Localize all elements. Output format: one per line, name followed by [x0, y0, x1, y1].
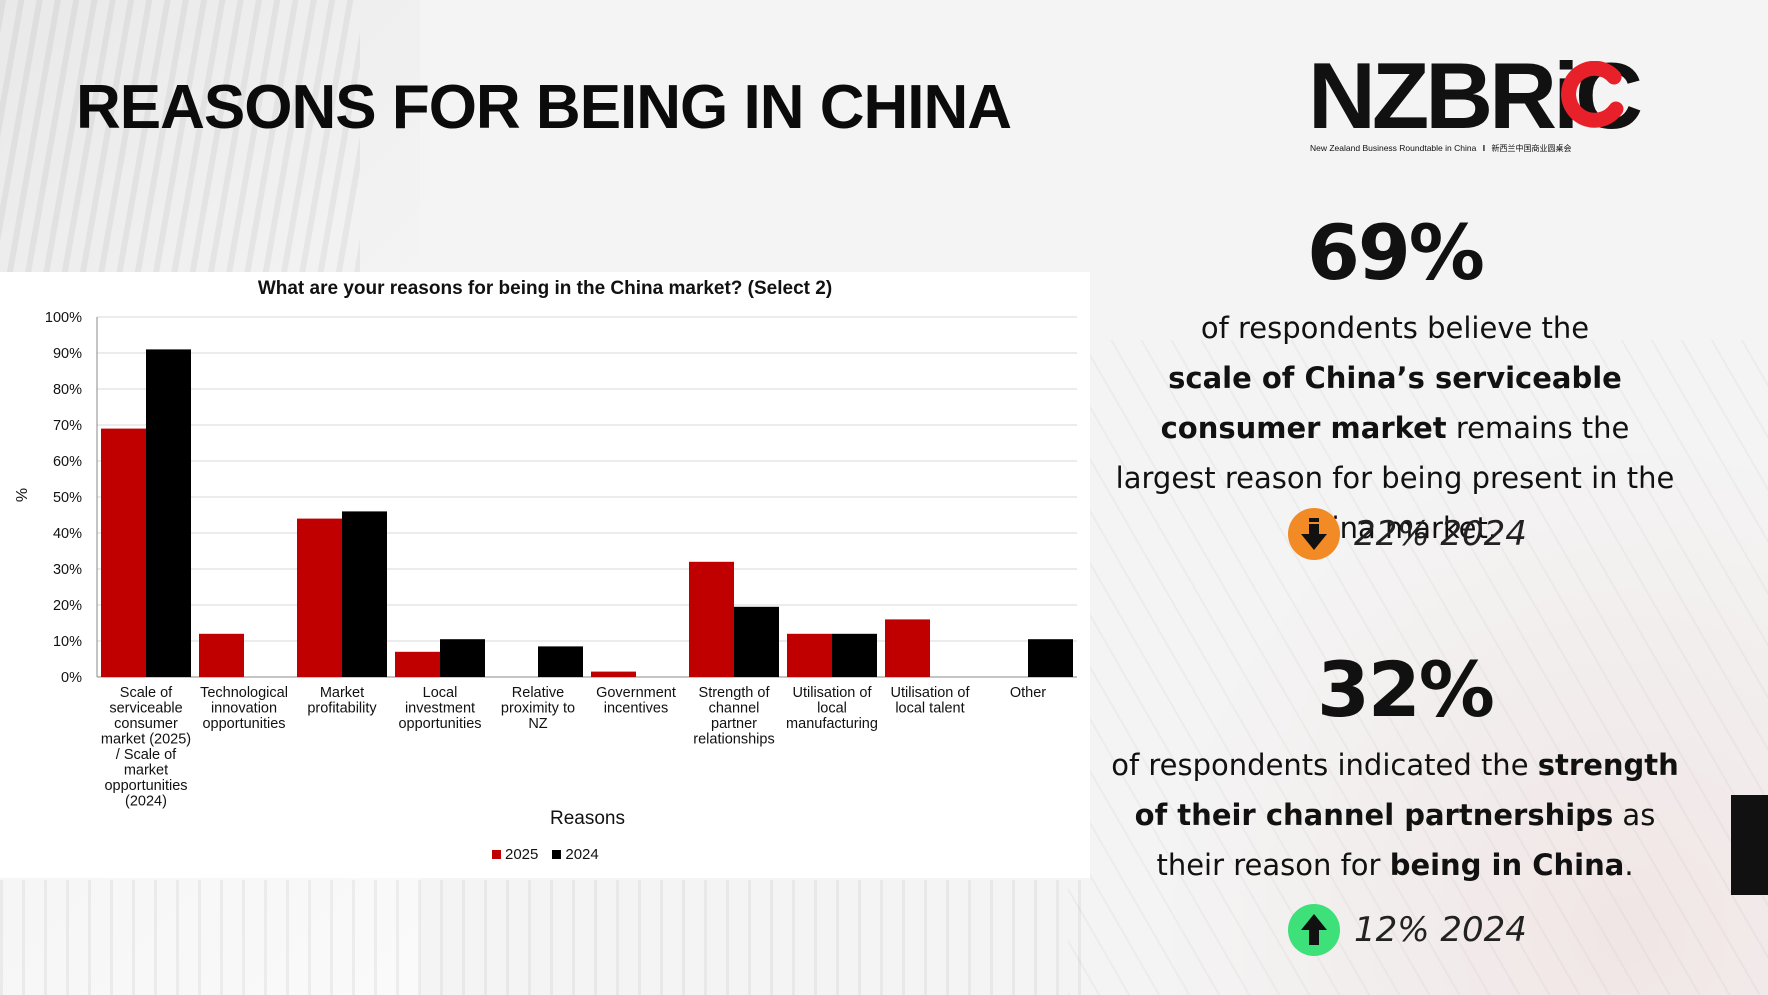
stat-1-value: 69% [1307, 208, 1485, 297]
stat-1-desc-part: of respondents believe the [1200, 311, 1590, 345]
legend-label-2024: 2024 [565, 846, 599, 863]
bar-2025 [689, 561, 734, 677]
bar-2025 [199, 633, 244, 677]
bar-2024 [734, 606, 779, 677]
y-tick-label: 30% [53, 562, 82, 578]
stat-1-change-text: 22% 2024 [1354, 514, 1527, 554]
side-tab [1731, 795, 1768, 895]
x-tick-label: Scale of serviceable consumer market (2025)… [101, 685, 191, 810]
y-tick-label: 60% [53, 454, 82, 470]
y-axis-title: % [14, 487, 32, 503]
stat-2-description: of respondents indicated the strength of… [1105, 740, 1685, 890]
legend-item-2025: 2025 [492, 846, 538, 863]
x-tick-label: Technological innovation opportunities [200, 685, 288, 732]
chart-legend: 2025 2024 [492, 846, 599, 863]
stat-2-desc-bold: strength of their channel partnerships [1134, 748, 1679, 832]
y-tick-label: 80% [53, 382, 82, 398]
bar-chart: 0% 10% 20% 30% 40% 50% 60% 70% 80% 90% 100% Scale o… [45, 310, 1077, 810]
y-tick-label: 0% [61, 670, 82, 686]
x-tick-label: Utilisation of local talent [891, 685, 971, 717]
x-tick-label: Other [1010, 685, 1046, 701]
bar-2025 [787, 633, 832, 677]
chart-title: What are your reasons for being in the C… [257, 278, 833, 299]
stat-1-change: 22% 2024 [1288, 508, 1527, 560]
x-tick-label: Market profitability [307, 685, 377, 717]
stat-2-desc-part: of respondents indicated the [1111, 748, 1538, 782]
stat-2-desc-bold-2: being in China [1389, 848, 1625, 882]
background-architecture-right [1068, 340, 1768, 995]
x-tick-label: Local investment opportunities [398, 685, 481, 732]
bar-2025 [101, 428, 146, 677]
y-tick-label: 10% [53, 634, 82, 650]
x-tick-label: Relative proximity to NZ [501, 685, 575, 732]
nzbric-logo: NZBRiC New Zealand Business Roundtable i… [1305, 49, 1645, 155]
x-axis-title: Reasons [550, 808, 625, 829]
x-tick-label: Government incentives [596, 685, 676, 717]
bar-2024 [832, 633, 877, 677]
y-tick-label: 20% [53, 598, 82, 614]
up-arrow-icon [1288, 904, 1340, 956]
legend-swatch-2025 [492, 850, 501, 859]
page-title: REASONS FOR BEING IN CHINA [76, 73, 1012, 142]
legend-swatch-2024 [552, 850, 562, 859]
down-arrow-icon [1288, 508, 1340, 560]
y-tick-label: 100% [45, 310, 82, 326]
stat-2-desc-part: . [1624, 848, 1634, 882]
logo-separator: I [1482, 143, 1486, 153]
x-tick-label: Strength of channel partner relationships [693, 685, 774, 748]
bar-2024 [342, 511, 387, 677]
bar-2024 [146, 349, 191, 677]
stat-1-desc-bold: scale of China’s serviceable consumer ma… [1160, 361, 1622, 445]
y-tick-label: 40% [53, 526, 82, 542]
bar-2024 [1028, 639, 1073, 677]
legend-label-2025: 2025 [505, 846, 539, 863]
y-tick-label: 70% [53, 418, 82, 434]
legend-item-2024: 2024 [552, 846, 599, 863]
bar-2025 [885, 619, 930, 677]
stat-1-desc-part: remains the largest reason for being pre… [1115, 411, 1675, 545]
stat-2-value: 32% [1317, 645, 1495, 734]
bar-2024 [440, 639, 485, 677]
bar-2025 [591, 671, 636, 677]
y-tick-label: 50% [53, 490, 82, 506]
chart-panel: 0% 10% 20% 30% 40% 50% 60% 70% 80% 90% 100% Scale o… [0, 272, 1090, 878]
stat-1-description: of respondents believe the scale of Chin… [1110, 303, 1680, 553]
y-tick-label: 90% [53, 346, 82, 362]
stat-2-change-text: 12% 2024 [1354, 910, 1527, 950]
stat-2-change: 12% 2024 [1288, 904, 1527, 956]
stat-2-desc-part: as their reason for [1156, 798, 1656, 882]
bar-2024 [538, 646, 583, 677]
background-buildings-bottom [0, 880, 1100, 995]
logo-red-ring-icon [1561, 61, 1624, 128]
logo-subtitle: New Zealand Business Roundtable in China… [1310, 143, 1571, 154]
logo-subtitle-en: New Zealand Business Roundtable in China [1310, 143, 1477, 153]
x-tick-label: Utilisation of local manufacturing [786, 685, 878, 732]
bar-2025 [297, 518, 342, 677]
bar-2025 [395, 651, 440, 677]
logo-subtitle-cn: 新西兰中国商业圆桌会 [1491, 144, 1572, 153]
